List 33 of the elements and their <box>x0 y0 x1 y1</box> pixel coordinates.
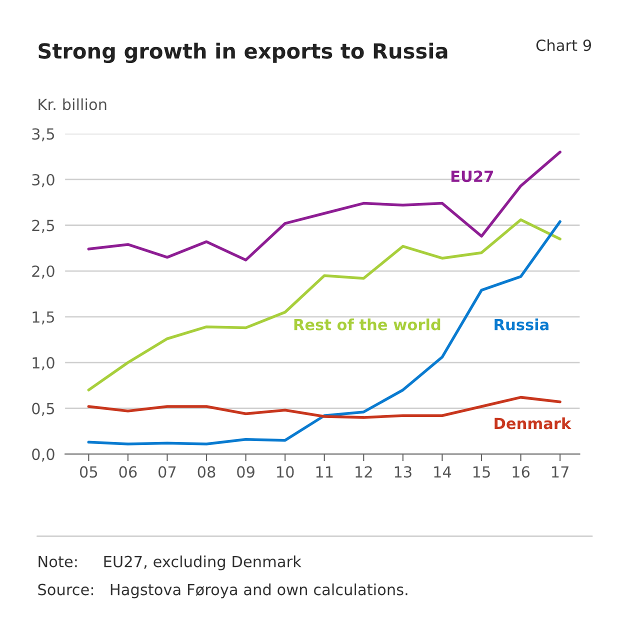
y-tick-label: 1,5 <box>32 311 54 324</box>
series-label: Denmark <box>494 417 572 430</box>
text: Note: EU27, excluding Denmark <box>38 556 302 570</box>
y-axis-title: Kr. billion <box>38 98 106 110</box>
chart-subtitle: Chart 9 <box>536 39 592 52</box>
x-tick-label: 13 <box>394 466 412 478</box>
series-label: Rest of the world <box>294 318 440 330</box>
y-tick-label: 1,0 <box>32 357 54 370</box>
x-tick-label: 05 <box>80 466 98 478</box>
x-tick-label: 08 <box>198 466 216 478</box>
x-tick-label: 10 <box>277 466 294 478</box>
x-tick-label: 11 <box>316 466 333 478</box>
y-tick-label: 3,0 <box>32 174 54 188</box>
line-series <box>87 396 562 419</box>
source-note: Source: Hagstova Føroya and own calculations. <box>38 584 408 598</box>
x-tick-label: 14 <box>434 466 452 478</box>
y-tick-label: 2,0 <box>32 265 54 279</box>
y-tick-label: 2,5 <box>32 220 54 233</box>
x-tick-label: 07 <box>158 466 176 478</box>
line-series <box>87 150 562 262</box>
x-tick-label: 12 <box>356 466 372 478</box>
x-tick-label: 15 <box>473 466 490 478</box>
x-tick-label: 16 <box>512 466 530 478</box>
x-tick-label: 06 <box>119 466 137 478</box>
line-series <box>87 218 562 392</box>
x-tick-label: 17 <box>552 466 568 478</box>
y-tick-label: 0,5 <box>32 402 54 416</box>
series-label: Russia <box>494 318 548 330</box>
chart-title: Strong growth in exports to Russia <box>38 42 448 64</box>
y-tick-label: 3,5 <box>32 128 54 142</box>
y-tick-label: 0,0 <box>32 448 54 462</box>
series-label: EU27 <box>451 170 493 182</box>
x-tick-label: 09 <box>237 466 254 478</box>
